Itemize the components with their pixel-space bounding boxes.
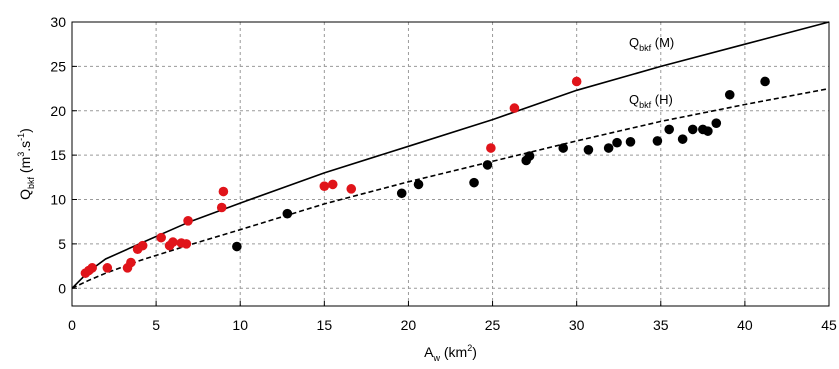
x-tick-label: 10 — [232, 317, 248, 333]
data-point-black — [583, 145, 594, 155]
data-point-red — [87, 263, 97, 273]
data-point-red — [571, 76, 582, 87]
data-point-black — [687, 124, 698, 135]
plot-frame — [71, 21, 830, 307]
curve-label-m: Qbkf (M) — [629, 35, 674, 53]
data-point-black — [413, 179, 424, 190]
data-point-black — [760, 76, 770, 87]
data-point-black — [711, 118, 722, 128]
data-point-black — [652, 136, 663, 146]
data-point-black — [558, 143, 569, 153]
data-point-red — [346, 184, 357, 194]
data-point-black — [396, 188, 407, 199]
data-point-red — [509, 103, 520, 113]
y-tick-label: 25 — [50, 58, 66, 74]
fit-curve-m — [71, 21, 830, 289]
data-point-red — [102, 263, 113, 273]
data-point-red — [216, 202, 227, 213]
data-point-black — [664, 124, 674, 135]
data-point-black — [482, 160, 493, 170]
data-point-red — [126, 257, 136, 268]
curve-label-h: Qbkf (H) — [629, 92, 673, 110]
data-point-black — [603, 143, 614, 153]
ticks: 0 5 10 15 20 25 30 35 40 45 0 5 10 15 20 25 30 — [50, 14, 837, 333]
curves — [71, 21, 830, 290]
y-tick-label: 0 — [58, 280, 66, 296]
x-tick-label: 35 — [653, 317, 669, 333]
data-point-black — [703, 126, 713, 136]
data-point-red — [137, 240, 148, 251]
data-point-black — [232, 241, 242, 252]
data-point-black — [625, 137, 636, 147]
data-point-black — [724, 89, 735, 100]
data-point-red — [218, 186, 229, 197]
y-tick-label: 20 — [50, 103, 66, 119]
data-point-red — [181, 239, 192, 249]
data-point-red — [168, 237, 178, 247]
data-point-red — [319, 181, 330, 191]
x-axis-label: Aw (km2) — [424, 343, 477, 363]
grid — [72, 22, 829, 306]
x-tick-label: 20 — [401, 317, 417, 333]
x-tick-label: 30 — [569, 317, 585, 333]
plot-background — [72, 22, 829, 306]
y-tick-label: 5 — [58, 236, 66, 252]
x-tick-label: 15 — [317, 317, 333, 333]
data-point-red — [327, 179, 338, 190]
data-point-red — [156, 232, 166, 243]
y-tick-label: 15 — [50, 147, 66, 163]
data-point-red — [486, 143, 496, 153]
data-points — [80, 76, 770, 278]
data-point-red — [183, 216, 193, 226]
x-tick-label: 0 — [68, 317, 76, 333]
data-point-black — [612, 137, 622, 148]
data-point-black — [677, 134, 688, 144]
y-tick-label: 30 — [50, 14, 66, 30]
data-point-black — [282, 208, 293, 219]
data-point-black — [469, 177, 479, 188]
data-point-black — [524, 151, 535, 161]
x-tick-label: 5 — [152, 317, 160, 333]
fit-curve-h — [71, 87, 830, 290]
y-axis-label: Qbkf (m3.s-1) — [16, 128, 36, 200]
x-tick-label: 45 — [821, 317, 837, 333]
x-tick-label: 25 — [485, 317, 501, 333]
y-tick-label: 10 — [50, 192, 66, 208]
x-tick-label: 40 — [737, 317, 753, 333]
